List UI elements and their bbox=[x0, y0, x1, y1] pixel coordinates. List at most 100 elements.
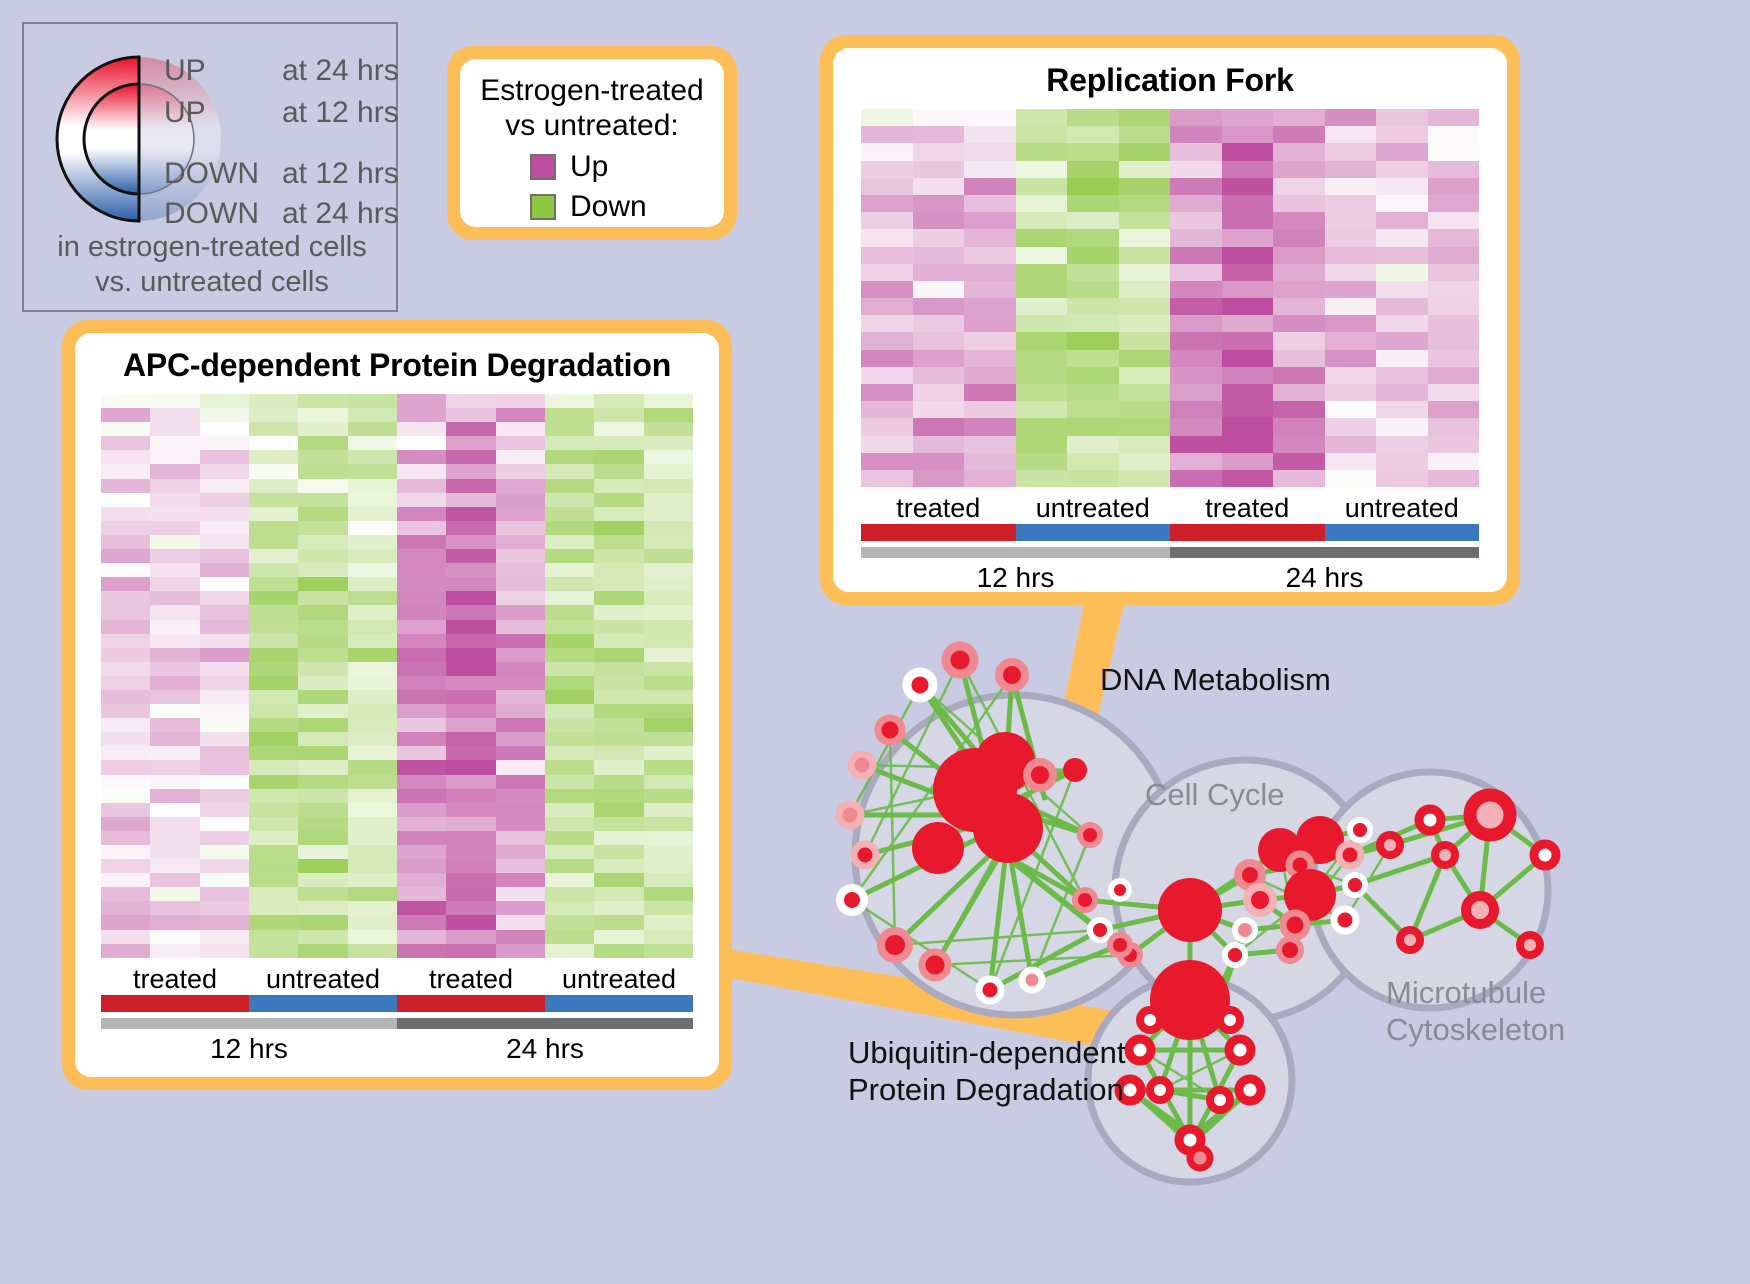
heatmap-cell bbox=[1427, 469, 1479, 488]
legend-title-line1: Estrogen-treated bbox=[480, 74, 704, 107]
heatmap-cell bbox=[964, 384, 1016, 402]
heatmap-cell bbox=[101, 859, 151, 874]
heatmap-cell bbox=[643, 746, 693, 761]
heatmap-cell bbox=[248, 394, 299, 409]
group-labels: treated untreated treated untreated bbox=[101, 964, 693, 995]
heatmap-cell bbox=[495, 478, 545, 493]
heatmap-cell bbox=[544, 732, 595, 747]
heatmap-cell bbox=[1273, 384, 1325, 402]
heatmap-cell bbox=[1221, 280, 1273, 299]
heatmap-cell bbox=[298, 591, 348, 606]
heatmap-cell bbox=[396, 633, 447, 648]
heatmap-cell bbox=[1170, 469, 1222, 488]
network-node bbox=[1463, 788, 1517, 842]
group-label-3: untreated bbox=[561, 963, 677, 994]
heatmap-cell bbox=[1221, 469, 1273, 488]
heatmap-cell bbox=[495, 816, 545, 831]
heatmap-cell bbox=[1015, 212, 1067, 230]
heatmap-cell bbox=[1067, 126, 1119, 144]
heatmap-cell bbox=[594, 802, 644, 817]
heatmap-cell bbox=[446, 647, 496, 662]
heatmap-cell bbox=[1221, 246, 1273, 264]
heatmap-cell bbox=[1118, 298, 1170, 316]
heatmap-cell bbox=[1324, 401, 1376, 419]
heatmap-cell bbox=[248, 450, 299, 465]
network-node bbox=[1087, 917, 1113, 943]
heatmap-cell bbox=[964, 246, 1016, 264]
heatmap-cell bbox=[446, 901, 496, 916]
heatmap-cell bbox=[1170, 401, 1222, 419]
heatmap-cell bbox=[1170, 349, 1222, 367]
heatmap-cell bbox=[1376, 349, 1428, 367]
heatmap-cell bbox=[446, 732, 496, 747]
heatmap-cell bbox=[594, 520, 644, 535]
heatmap-cell bbox=[861, 194, 913, 213]
time-labels: 12 hrs 24 hrs bbox=[861, 562, 1479, 594]
heatmap-cell bbox=[298, 816, 348, 831]
network-node bbox=[1108, 878, 1132, 902]
network-node bbox=[1114, 1074, 1146, 1106]
network-node bbox=[975, 732, 1035, 792]
heatmap-cell bbox=[544, 563, 595, 578]
heatmap-cell bbox=[446, 450, 496, 465]
heatmap-cell bbox=[1273, 212, 1325, 230]
heatmap-cell bbox=[298, 830, 348, 845]
heatmap-cell bbox=[1067, 109, 1119, 127]
heatmap-cell bbox=[1170, 212, 1222, 230]
heatmap-cell bbox=[347, 760, 397, 775]
heatmap-cell bbox=[861, 315, 913, 333]
heatmap-cell bbox=[495, 436, 545, 451]
heatmap-cell bbox=[594, 436, 644, 451]
heatmap-cell bbox=[150, 760, 200, 775]
heatmap-cell bbox=[912, 384, 964, 402]
heatmap-cell bbox=[1221, 229, 1273, 247]
heatmap-cell bbox=[1015, 280, 1067, 299]
heatmap-cell bbox=[446, 859, 496, 874]
heatmap-cell bbox=[248, 929, 299, 944]
heatmap-cell bbox=[347, 591, 397, 606]
heatmap-cell bbox=[199, 436, 249, 451]
heatmap-cell bbox=[298, 478, 348, 493]
heatmap-cell bbox=[347, 520, 397, 535]
heatmap-cell bbox=[544, 718, 595, 733]
heatmap-cell bbox=[861, 246, 913, 264]
heatmap-cell bbox=[495, 830, 545, 845]
heatmap-cell bbox=[1170, 160, 1222, 178]
heatmap-cell bbox=[544, 704, 595, 719]
heatmap-cell bbox=[1427, 401, 1479, 419]
heatmap-cell bbox=[594, 534, 644, 550]
heatmap-cell bbox=[199, 577, 249, 592]
heatmap-cell bbox=[101, 436, 151, 451]
heatmap-cell bbox=[1324, 126, 1376, 144]
heatmap-cell bbox=[1427, 435, 1479, 453]
heatmap-cell bbox=[248, 492, 299, 507]
heatmap-cell bbox=[298, 704, 348, 719]
heatmap-cell bbox=[1118, 452, 1170, 470]
key-time: at 12 hrs bbox=[282, 96, 399, 129]
replication-fork-inner: Replication Fork treated untreated treat… bbox=[833, 48, 1507, 594]
network-node bbox=[973, 793, 1043, 863]
heatmap-cell bbox=[964, 229, 1016, 247]
heatmap-cell bbox=[446, 563, 496, 578]
heatmap-cell bbox=[594, 450, 644, 465]
heatmap-cell bbox=[495, 408, 545, 423]
heatmap-cell bbox=[248, 563, 299, 578]
heatmap-cell bbox=[298, 788, 348, 803]
heatmap-cell bbox=[199, 534, 249, 550]
heatmap-cell bbox=[396, 718, 447, 733]
heatmap-cell bbox=[1118, 109, 1170, 127]
heatmap-cell bbox=[1376, 280, 1428, 299]
heatmap-cell bbox=[101, 577, 151, 592]
heatmap-cell bbox=[1376, 263, 1428, 281]
heatmap-cell bbox=[544, 520, 595, 535]
heatmap-cell bbox=[347, 873, 397, 888]
heatmap-cell bbox=[347, 492, 397, 507]
heatmap-cell bbox=[544, 760, 595, 775]
heatmap-cell bbox=[594, 394, 644, 409]
heatmap-cell bbox=[347, 732, 397, 747]
heatmap-cell bbox=[1427, 212, 1479, 230]
network-node bbox=[1216, 1006, 1244, 1034]
heatmap-cell bbox=[298, 605, 348, 620]
heatmap-cell bbox=[396, 492, 447, 507]
heatmap-cell bbox=[861, 160, 913, 178]
